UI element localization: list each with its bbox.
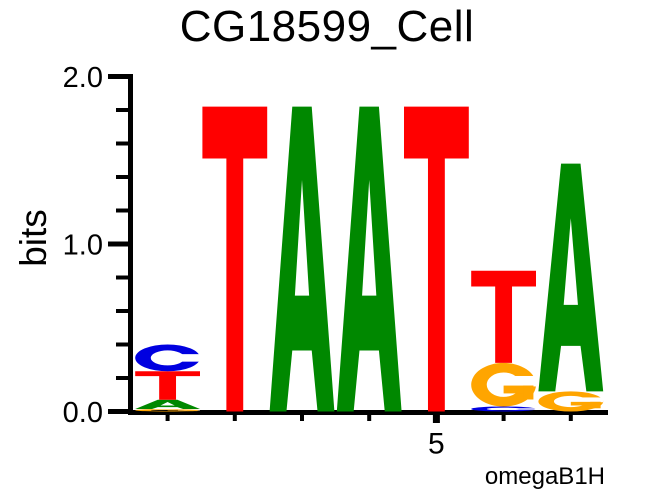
y-tick-major-2.0 (108, 74, 128, 79)
logo-letter-pos3-A (269, 106, 335, 412)
logo-letter-pos7-A (538, 163, 604, 392)
y-tick-label-2.0: 2.0 (63, 62, 103, 94)
y-tick-minor (116, 376, 128, 380)
logo-letter-pos4-A (336, 106, 402, 412)
x-tick-minor-pos1 (165, 415, 170, 421)
y-axis-line (128, 74, 133, 415)
y-tick-label-1.0: 1.0 (63, 230, 103, 262)
x-tick-major-pos5 (432, 415, 440, 423)
logo-letter-pos1-A (135, 399, 200, 409)
logo-letter-pos7-G (538, 391, 604, 412)
y-tick-minor (116, 175, 128, 179)
y-tick-major-0.0 (108, 409, 128, 414)
chart-title: CG18599_Cell (179, 2, 475, 51)
x-tick-minor-pos7 (568, 415, 573, 421)
logo-letter-pos1-G (135, 408, 200, 412)
logo-letter-pos1-C (135, 344, 200, 372)
y-tick-major-1.0 (108, 241, 128, 247)
logo-letter-pos6-T (471, 270, 536, 363)
logo-letter-pos5-T (404, 106, 469, 412)
y-tick-label-0.0: 0.0 (63, 397, 103, 429)
y-tick-minor (116, 108, 128, 112)
y-tick-minor (116, 141, 128, 146)
logo-letter-pos2-T (202, 106, 268, 412)
logo-letter-pos1-T (135, 371, 200, 400)
logo-letter-pos6-C (471, 406, 536, 412)
x-tick-label-5: 5 (428, 428, 445, 461)
x-tick-minor-pos2 (232, 415, 237, 421)
x-axis-line (128, 410, 608, 415)
x-tick-minor-pos6 (501, 415, 506, 421)
logo-letter-pos6-G (471, 362, 536, 407)
y-tick-minor (116, 342, 128, 347)
y-tick-minor (116, 275, 128, 280)
figure-caption: omegaB1H (484, 463, 605, 490)
x-tick-minor-pos3 (300, 415, 304, 421)
y-tick-minor (116, 208, 128, 213)
x-tick-minor-pos4 (367, 415, 372, 421)
y-tick-minor (116, 309, 128, 313)
